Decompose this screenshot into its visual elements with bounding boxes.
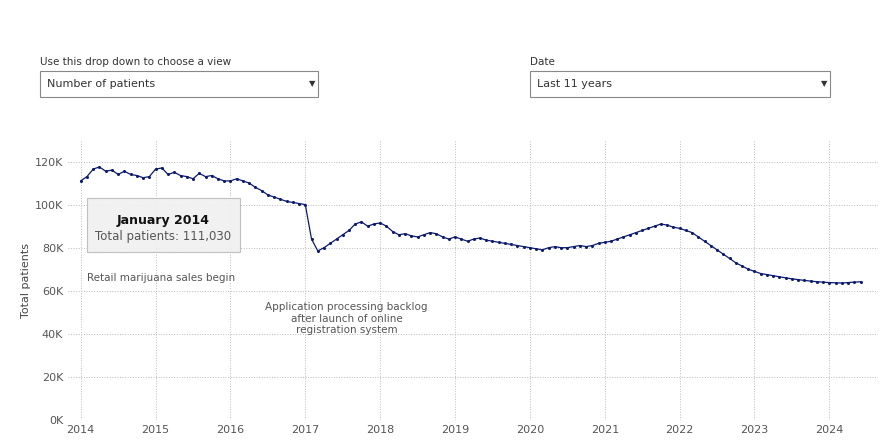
Y-axis label: Total patients: Total patients: [20, 242, 31, 318]
Text: ▼: ▼: [308, 79, 315, 89]
Text: ▼: ▼: [820, 79, 827, 89]
Text: Application processing backlog
after launch of online
registration system: Application processing backlog after lau…: [265, 302, 428, 336]
Text: Date: Date: [530, 57, 555, 67]
Text: Last 11 years: Last 11 years: [537, 79, 612, 89]
Text: Use this drop down to choose a view: Use this drop down to choose a view: [40, 57, 231, 67]
Text: Number of patients: Number of patients: [47, 79, 155, 89]
Text: Retail marijuana sales begin: Retail marijuana sales begin: [87, 273, 235, 283]
Text: Total patients: 111,030: Total patients: 111,030: [95, 230, 231, 243]
Text: Number of patients: Number of patients: [345, 10, 541, 28]
FancyBboxPatch shape: [87, 198, 240, 252]
Text: January 2014: January 2014: [117, 214, 210, 227]
FancyBboxPatch shape: [40, 71, 318, 97]
FancyBboxPatch shape: [530, 71, 830, 97]
